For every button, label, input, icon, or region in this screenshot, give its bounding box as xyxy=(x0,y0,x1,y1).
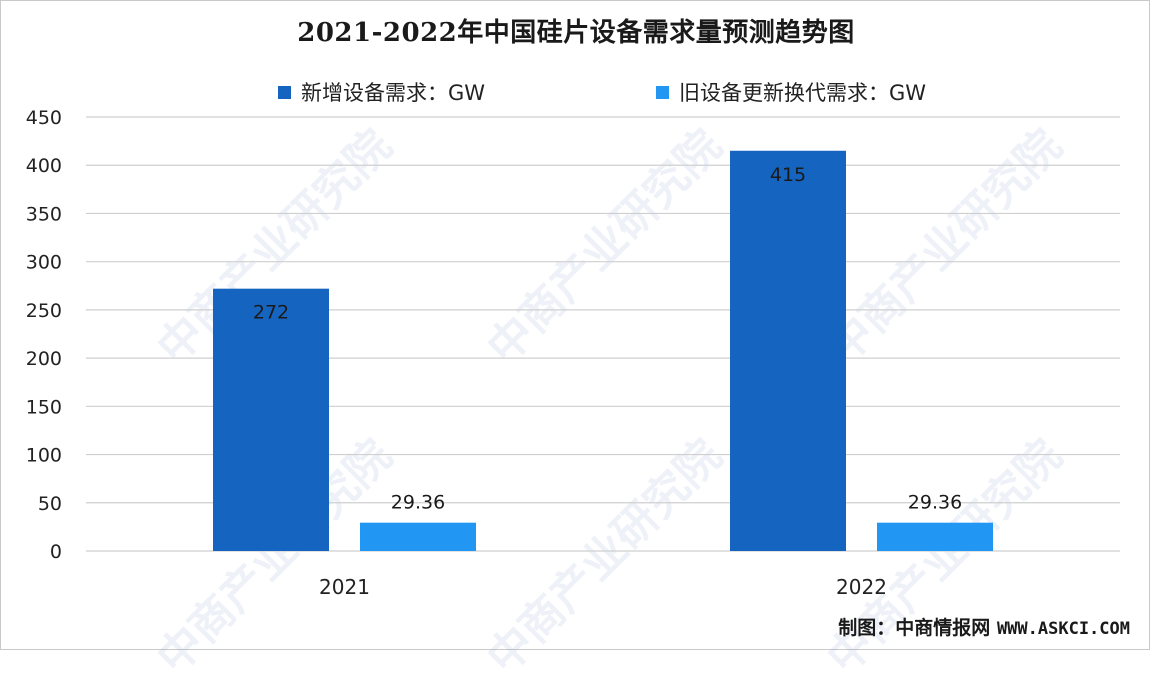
x-tick-label: 2022 xyxy=(836,575,887,599)
y-tick-label: 150 xyxy=(26,396,62,418)
legend-swatch-new xyxy=(278,85,291,99)
bar-new-2022 xyxy=(730,150,846,551)
credit: 制图：中商情报网 WWW.ASKCI.COM xyxy=(838,613,1130,640)
y-tick-label: 200 xyxy=(26,348,62,370)
y-tick-label: 450 xyxy=(26,107,62,129)
data-label: 29.36 xyxy=(908,492,962,514)
data-label: 29.36 xyxy=(391,492,445,514)
y-tick-label: 350 xyxy=(26,203,62,225)
y-tick-label: 0 xyxy=(50,541,62,563)
legend-label-replace: 旧设备更新换代需求：GW xyxy=(679,81,927,105)
chart-frame xyxy=(0,0,1150,650)
chart-title: 2021-2022年中国硅片设备需求量预测趋势图 xyxy=(297,18,855,48)
legend-label-new: 新增设备需求：GW xyxy=(301,81,486,105)
bar-replace-2022 xyxy=(877,522,993,551)
legend-swatch-replace xyxy=(656,85,669,99)
legend-item-new: 新增设备需求：GW xyxy=(278,78,485,106)
bar-new-2021 xyxy=(213,288,329,551)
data-label: 415 xyxy=(770,164,806,186)
y-tick-label: 100 xyxy=(26,445,62,467)
legend: 新增设备需求：GW 旧设备更新换代需求：GW xyxy=(0,78,1152,106)
y-tick-label: 250 xyxy=(26,300,62,322)
credit-site: WWW.ASKCI.COM xyxy=(996,619,1130,639)
y-tick-label: 400 xyxy=(26,155,62,177)
x-tick-label: 2021 xyxy=(319,575,370,599)
legend-item-replace: 旧设备更新换代需求：GW xyxy=(656,78,926,106)
y-tick-label: 300 xyxy=(26,252,62,274)
y-tick-label: 50 xyxy=(38,493,62,515)
bar-replace-2021 xyxy=(360,522,476,551)
credit-label: 制图：中商情报网 xyxy=(838,617,991,639)
chart-plot: 0 50 100 150 200 250 300 350 400 450 272 29.36 2021 4… xyxy=(26,107,1120,599)
data-label: 272 xyxy=(253,302,289,324)
